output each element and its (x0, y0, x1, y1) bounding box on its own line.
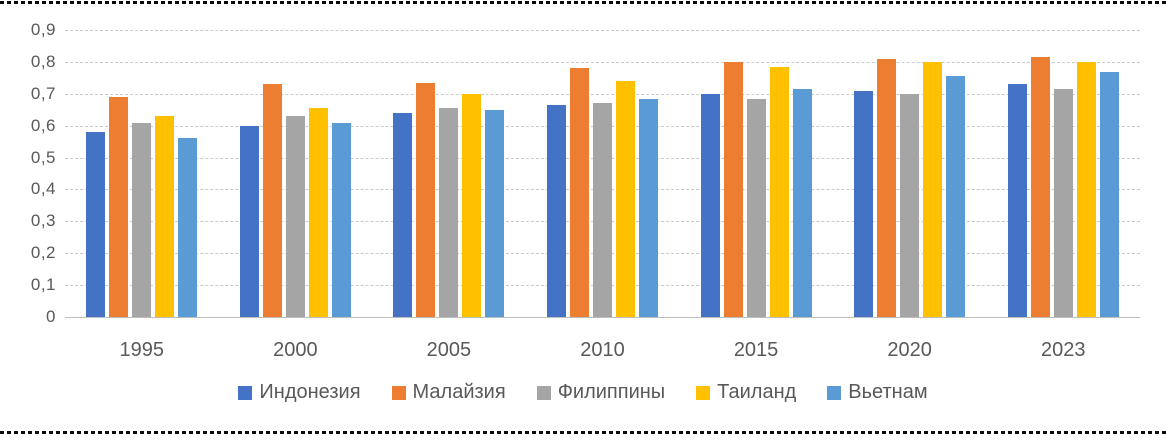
gridline-0.9 (65, 30, 1140, 31)
bar-thailand-2005 (462, 93, 482, 317)
bar-philippines-2000 (285, 116, 305, 317)
bar-philippines-1995 (132, 122, 152, 317)
bar-group-2010 (526, 30, 680, 317)
bar-thailand-1995 (155, 116, 175, 317)
legend-swatch-thailand (696, 385, 711, 400)
y-axis-tick-label-0.8: 0,8 (30, 51, 56, 71)
y-axis-tick-label-0: 0 (46, 307, 56, 326)
bar-indonesia-2010 (546, 104, 566, 317)
bottom-dashed-rule (0, 431, 1166, 434)
legend-item-indonesia: Индонезия (238, 381, 361, 404)
x-axis-label-2020: 2020 (887, 339, 932, 361)
bar-indonesia-1995 (86, 132, 106, 317)
legend-item-philippines: Филиппины (536, 381, 666, 404)
legend-label-philippines: Филиппины (557, 381, 666, 403)
gridline-0.8 (65, 61, 1140, 63)
chart-legend: Индонезия Малайзия Филиппины Таиланд Вьетнам (0, 381, 1166, 404)
bar-malaysia-2020 (877, 58, 897, 317)
bar-indonesia-2015 (700, 93, 720, 317)
bar-vietnam-2010 (638, 98, 658, 317)
x-axis-label-2015: 2015 (733, 339, 779, 361)
bar-vietnam-2023 (1099, 71, 1119, 317)
bar-thailand-2015 (769, 66, 789, 317)
plot-area: 0 0,1 0,2 0,3 0,4 0,5 0,6 0,7 0,8 0,9 1995 2000 2005… (31, 20, 1140, 361)
bar-philippines-2023 (1053, 89, 1073, 317)
x-axis-label-2000: 2000 (273, 339, 318, 361)
x-axis-label-2005: 2005 (426, 339, 472, 361)
bar-philippines-2005 (439, 108, 459, 317)
top-dashed-rule (0, 1, 1166, 4)
y-axis-tick-label-0.1: 0,1 (30, 275, 56, 295)
x-axis-label-2010: 2010 (580, 339, 625, 361)
x-axis-line (65, 317, 1140, 318)
bar-philippines-2020 (900, 93, 920, 317)
bar-indonesia-2005 (393, 112, 413, 317)
bar-malaysia-2005 (416, 82, 436, 317)
bar-group-2015 (679, 30, 833, 317)
legend-swatch-vietnam (827, 385, 842, 400)
legend-swatch-philippines (536, 385, 551, 400)
bar-group-2005 (372, 30, 526, 317)
legend-label-vietnam: Вьетнам (848, 381, 928, 403)
bar-group-2000 (219, 30, 373, 317)
legend-label-malaysia: Малайзия (412, 381, 506, 403)
bar-vietnam-2015 (792, 89, 812, 317)
bar-vietnam-2005 (485, 109, 505, 317)
y-axis-tick-label-0.6: 0,6 (30, 115, 56, 135)
y-axis-tick-label-0.2: 0,2 (30, 243, 56, 263)
legend-label-thailand: Таиланд (717, 381, 797, 403)
legend-label-indonesia: Индонезия (259, 381, 361, 403)
legend-swatch-malaysia (391, 385, 406, 400)
y-axis-tick-label-0.3: 0,3 (30, 211, 56, 231)
y-axis-tick-label-0.7: 0,7 (30, 83, 56, 103)
x-axis-label-2023: 2023 (1040, 339, 1086, 361)
bar-indonesia-2000 (239, 125, 259, 317)
bar-thailand-2000 (308, 108, 328, 317)
bar-thailand-2020 (923, 61, 943, 317)
bar-indonesia-2020 (854, 90, 874, 317)
legend-item-thailand: Таиланд (696, 381, 796, 404)
bar-vietnam-2020 (946, 76, 966, 317)
x-axis-label-1995: 1995 (119, 339, 165, 361)
y-axis-tick-label-0.5: 0,5 (30, 147, 56, 167)
bar-malaysia-2015 (723, 61, 743, 317)
gridline-0.7 (65, 93, 1140, 95)
bar-group-1995 (65, 30, 219, 317)
legend-swatch-indonesia (238, 385, 253, 400)
bar-thailand-2010 (615, 81, 635, 317)
bar-vietnam-1995 (178, 138, 198, 317)
bar-group-2023 (986, 30, 1140, 317)
bar-philippines-2015 (746, 98, 766, 317)
bar-vietnam-2000 (331, 122, 351, 317)
legend-item-vietnam: Вьетнам (827, 381, 928, 404)
y-axis-tick-label-0.9: 0,9 (30, 20, 56, 39)
legend-item-malaysia: Малайзия (391, 381, 506, 404)
bar-thailand-2023 (1076, 61, 1096, 317)
bar-malaysia-2023 (1030, 57, 1050, 317)
bar-malaysia-2010 (569, 68, 589, 317)
bar-malaysia-2000 (262, 84, 282, 317)
bar-malaysia-1995 (109, 97, 129, 317)
bar-philippines-2010 (592, 103, 612, 317)
bar-group-2020 (833, 30, 987, 317)
y-axis-tick-label-0.4: 0,4 (30, 179, 56, 199)
bar-indonesia-2023 (1007, 84, 1027, 317)
